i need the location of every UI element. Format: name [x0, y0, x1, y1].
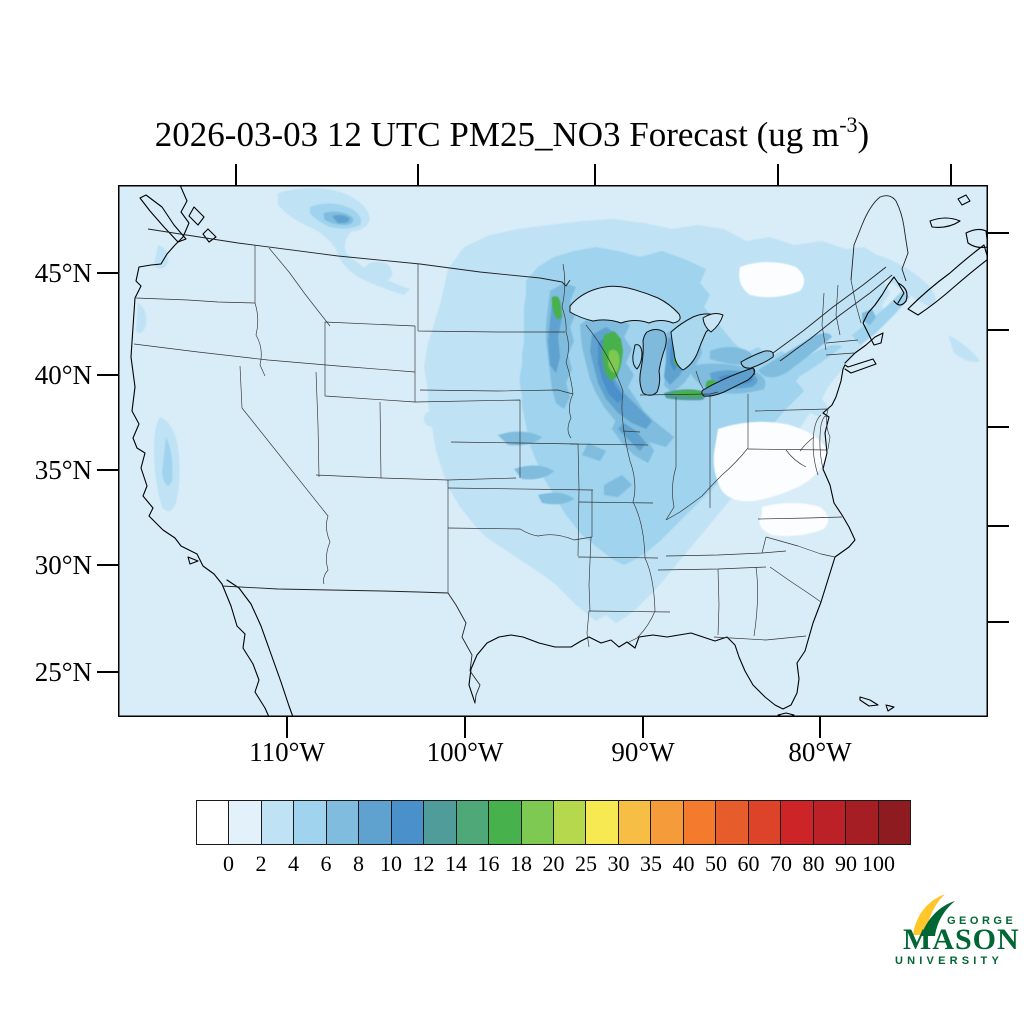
lon-tick — [464, 717, 466, 738]
state-borders — [133, 245, 862, 648]
colorbar-cell — [780, 800, 814, 845]
green-bay — [632, 344, 643, 370]
colorbar-tick-label: 80 — [802, 851, 825, 876]
logo-university-text: UNIVERSITY — [895, 955, 1004, 967]
page-title: 2026-03-03 12 UTC PM25_NO3 Forecast (ug … — [0, 112, 1024, 155]
georgian-bay — [702, 313, 724, 333]
lat-label: 35°N — [34, 455, 92, 485]
colorbar-cell — [747, 800, 782, 845]
colorbar-cell — [390, 800, 425, 845]
colorbar-tick-label: 20 — [542, 851, 565, 876]
top-tick — [235, 164, 237, 185]
colorbar-cell — [877, 800, 911, 845]
colorbar-tick-label: 18 — [510, 851, 532, 876]
colorbar-cell — [325, 800, 360, 845]
colorbar-tick-label: 90 — [835, 851, 857, 876]
colorbar-cell — [585, 800, 619, 845]
lat-tick — [97, 671, 118, 673]
colorbar-tick-label: 30 — [607, 851, 630, 876]
lat-label: 40°N — [34, 360, 92, 390]
colorbar-cell — [455, 800, 490, 845]
lon-tick — [286, 717, 288, 738]
title-text: 2026-03-03 12 UTC PM25_NO3 Forecast (ug … — [154, 115, 840, 154]
lat-tick — [97, 374, 118, 376]
colorbar-tick-label: 0 — [223, 851, 234, 876]
lon-tick — [642, 717, 644, 738]
top-tick — [594, 164, 596, 185]
lon-label: 110°W — [249, 737, 325, 767]
colorbar-tick-label: 4 — [288, 851, 299, 876]
logo-george-text: GEORGE — [947, 915, 1017, 927]
right-tick — [988, 426, 1009, 428]
colorbar-tick-label: 100 — [862, 851, 895, 876]
colorbar-tick-label: 25 — [575, 851, 597, 876]
colorbar-cell — [228, 800, 262, 845]
lake-michigan — [639, 329, 667, 396]
lon-tick — [819, 717, 821, 738]
top-tick — [950, 164, 952, 185]
colorbar-cell — [812, 800, 847, 845]
gmu-logo: GEORGE MASON UNIVERSITY — [891, 893, 1020, 977]
colorbar-tick-label: 14 — [445, 851, 467, 876]
right-tick — [988, 329, 1009, 331]
colorbar-cell — [650, 800, 684, 845]
colorbar-cell — [260, 800, 295, 845]
title-suffix: ) — [857, 115, 870, 154]
lon-label: 90°W — [611, 737, 675, 767]
colorbar-cell — [520, 800, 554, 845]
top-tick — [417, 164, 419, 185]
lake-ontario — [740, 350, 774, 369]
right-tick — [988, 232, 1009, 234]
colorbar-tick-label: 40 — [672, 851, 695, 876]
contour-level-low-white — [713, 262, 829, 537]
logo-mason-text: MASON — [903, 923, 1020, 956]
right-tick — [988, 525, 1009, 527]
lat-tick — [97, 272, 118, 274]
colorbar-tick-label: 60 — [737, 851, 760, 876]
coastline — [130, 184, 989, 719]
right-tick — [988, 621, 1009, 623]
lon-label: 100°W — [426, 737, 504, 767]
map-frame — [118, 185, 988, 717]
lake-superior — [569, 285, 681, 324]
colorbar-tick-label: 12 — [412, 851, 435, 876]
colorbar-cell — [552, 800, 587, 845]
colorbar-cell — [293, 800, 327, 845]
map-canvas — [118, 184, 989, 719]
lake-erie — [701, 367, 756, 397]
colorbar-tick-label: 16 — [477, 851, 500, 876]
lon-label: 80°W — [788, 737, 852, 767]
colorbar-cell — [682, 800, 717, 845]
colorbar-tick-label: 70 — [770, 851, 792, 876]
top-tick — [777, 164, 779, 185]
colorbar-tick-label: 35 — [640, 851, 662, 876]
colorbar-cell — [715, 800, 749, 845]
forecast-map — [118, 184, 989, 719]
colorbar-cell — [423, 800, 457, 845]
colorbar-tick-label: 50 — [705, 851, 727, 876]
colorbar-tick-label: 10 — [380, 851, 402, 876]
colorbar-tick-label: 6 — [320, 851, 332, 876]
great-lakes — [569, 285, 774, 397]
colorbar-tick-label: 2 — [255, 851, 267, 876]
colorbar-cell — [488, 800, 522, 845]
colorbar — [196, 800, 911, 845]
contour-level-18-20 — [608, 349, 620, 373]
lat-tick — [97, 564, 118, 566]
colorbar-tick-label: 8 — [353, 851, 364, 876]
lat-tick — [97, 469, 118, 471]
lat-label: 45°N — [34, 258, 92, 288]
lat-label: 30°N — [34, 550, 92, 580]
lake-huron — [670, 313, 715, 371]
gmu-swoosh-icon — [913, 894, 955, 936]
colorbar-cell — [845, 800, 879, 845]
colorbar-cell — [196, 800, 230, 845]
colorbar-cell — [617, 800, 652, 845]
colorbar-cell — [358, 800, 392, 845]
lat-label: 25°N — [34, 657, 92, 687]
title-superscript: -3 — [839, 112, 858, 137]
